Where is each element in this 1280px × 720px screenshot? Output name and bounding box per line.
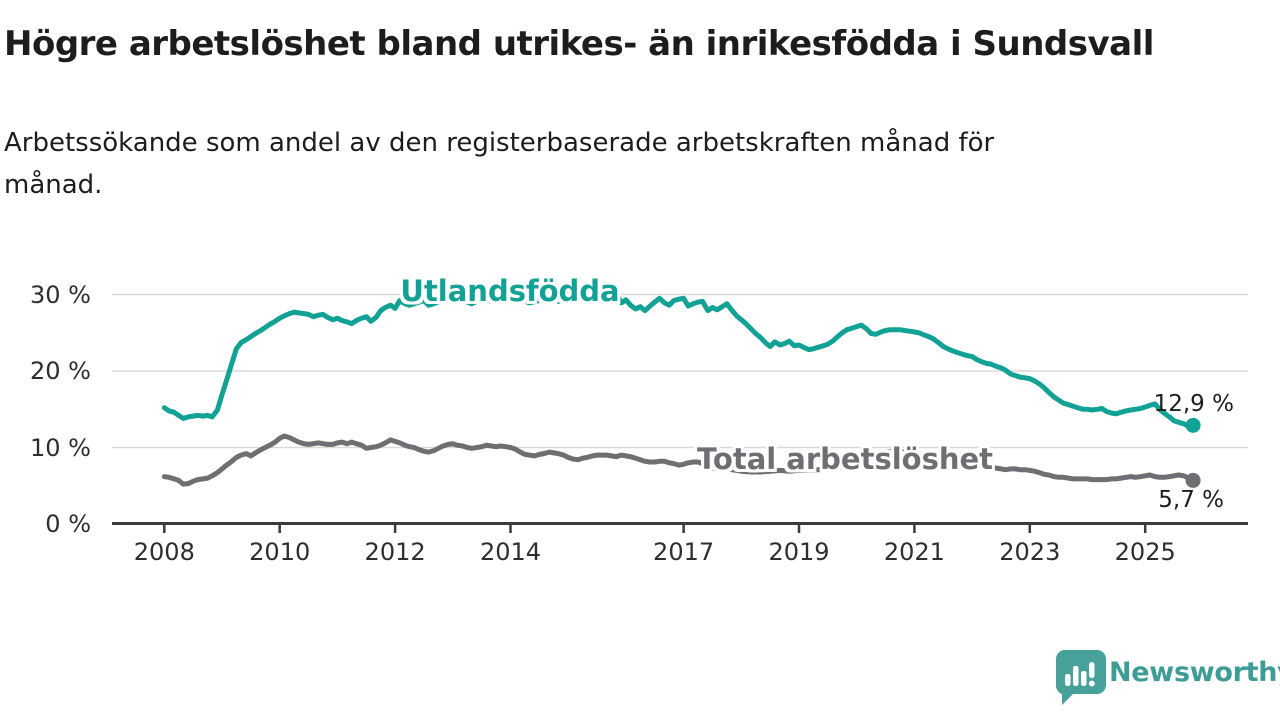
x-axis-label: 2010 bbox=[249, 538, 311, 566]
y-axis-label: 0 % bbox=[45, 510, 91, 538]
chart-subtitle: Arbetssökande som andel av den registerb… bbox=[4, 128, 995, 200]
x-axis-label: 2021 bbox=[883, 538, 945, 566]
x-axis-label: 2014 bbox=[479, 538, 542, 566]
end-value-label-0: 12,9 % bbox=[1153, 391, 1234, 417]
page-title: Högre arbetslöshet bland utrikes- än inr… bbox=[4, 24, 1154, 64]
logo-text: Newsworthy bbox=[1109, 657, 1280, 688]
x-axis-label: 2025 bbox=[1114, 538, 1176, 566]
end-value-label-1: 5,7 % bbox=[1158, 487, 1224, 513]
y-axis-label: 20 % bbox=[30, 357, 91, 385]
x-axis-label: 2023 bbox=[999, 538, 1061, 566]
series-label-0: Utlandsfödda bbox=[400, 274, 620, 308]
series-end-dot-1 bbox=[1185, 472, 1201, 488]
series-line-1 bbox=[161, 433, 1196, 487]
x-axis-label: 2008 bbox=[133, 538, 195, 566]
series-label-1: Total arbetslöshet bbox=[696, 442, 994, 476]
y-axis-label: 10 % bbox=[30, 433, 91, 462]
series-line-0 bbox=[161, 290, 1196, 429]
newsworthy-logo: Newsworthy bbox=[1053, 648, 1280, 706]
x-axis-label: 2012 bbox=[364, 538, 426, 566]
speech-bubble-bar-chart-icon bbox=[1056, 650, 1106, 705]
series-end-dot-0 bbox=[1185, 417, 1201, 433]
x-axis-label: 2019 bbox=[768, 538, 830, 566]
x-axis-label: 2017 bbox=[653, 538, 715, 566]
y-axis-label: 30 % bbox=[30, 280, 91, 309]
